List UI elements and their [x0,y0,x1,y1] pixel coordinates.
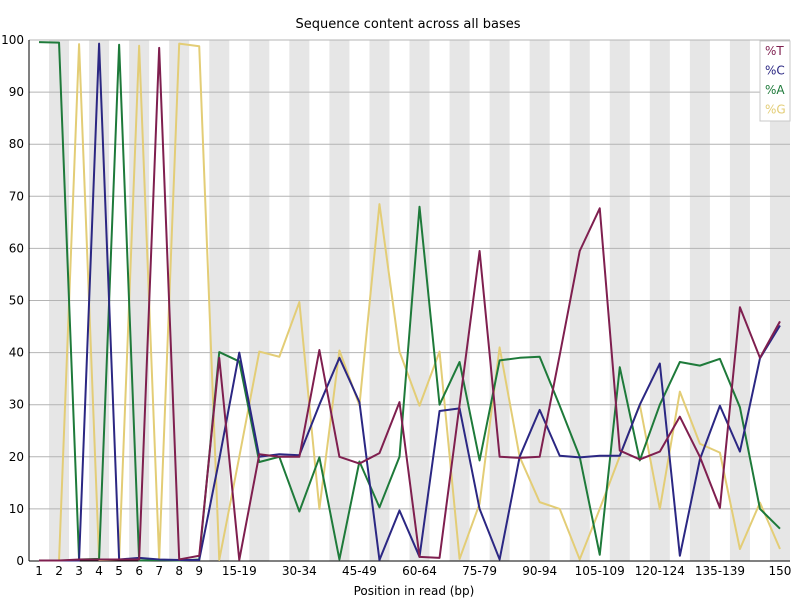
series-lines [38,41,781,562]
chart-title: Sequence content across all bases [295,17,520,32]
legend-label-t: %T [765,44,784,58]
x-axis-title: Position in read (bp) [354,584,475,598]
x-tick-label: 75-79 [462,564,497,578]
x-tick-label: 90-94 [522,564,557,578]
x-tick-label: 2 [55,564,63,578]
x-tick-label: 7 [155,564,163,578]
y-tick-label: 20 [9,450,24,464]
legend-label-c: %C [765,64,785,78]
x-axis-ticks: 1 2 3 4 5 6 7 8 9 15-19 30-34 45-49 60-64 75-79 90-94 1… [35,564,791,578]
y-tick-label: 10 [9,502,24,516]
x-tick-label: 150 [769,564,792,578]
y-tick-label: 100 [1,33,24,47]
x-tick-label: 60-64 [402,564,437,578]
series-line-c [39,42,781,562]
series-line-t [39,46,781,562]
legend-label-a: %A [765,83,785,97]
x-tick-label: 8 [175,564,183,578]
x-tick-label: 1 [35,564,43,578]
legend-box [759,40,791,122]
x-tick-label: 105-109 [575,564,625,578]
y-tick-label: 60 [9,241,24,255]
x-tick-label: 120-124 [635,564,685,578]
y-tick-label: 90 [9,85,24,99]
y-tick-label: 70 [9,189,24,203]
x-tick-label: 135-139 [695,564,745,578]
x-tick-label: 5 [115,564,123,578]
y-tick-label: 0 [16,554,24,568]
x-tick-label: 9 [195,564,203,578]
y-tick-label: 50 [9,294,24,308]
y-tick-label: 30 [9,398,24,412]
x-tick-label: 45-49 [342,564,377,578]
y-tick-label: 80 [9,137,24,151]
x-tick-label: 15-19 [222,564,257,578]
y-axis-ticks: 0 10 20 30 40 50 60 70 80 90 100 [1,33,24,568]
x-tick-label: 3 [75,564,83,578]
x-tick-label: 4 [95,564,103,578]
x-tick-label: 30-34 [282,564,317,578]
legend-label-g: %G [765,103,786,117]
legend: %T %C %A %G [759,40,791,122]
y-tick-label: 40 [9,346,24,360]
x-tick-label: 6 [135,564,143,578]
series-line-g [39,42,781,562]
